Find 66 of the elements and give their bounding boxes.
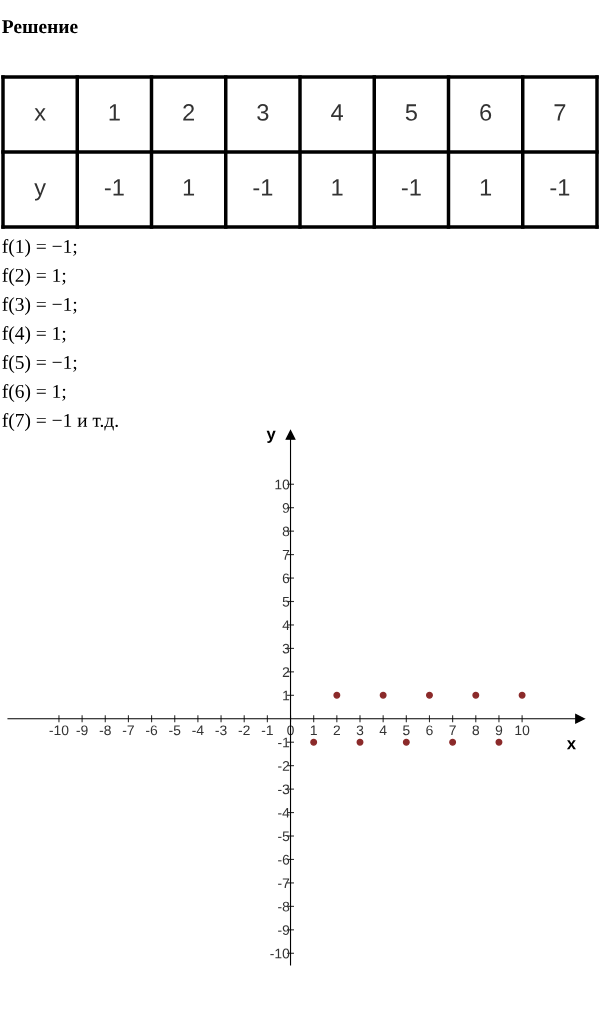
- y-tick-label: 1: [283, 690, 290, 701]
- y-tick-label: 8: [282, 526, 290, 537]
- text: f(7) = −1 и т.д.: [2, 413, 118, 431]
- text: 3: [257, 104, 269, 121]
- text: f(5) = −1;: [2, 355, 77, 373]
- x-tick-label: 6: [426, 725, 433, 736]
- text: 7: [554, 104, 566, 121]
- text: y: [34, 183, 46, 201]
- text: f(6) = 1;: [2, 384, 66, 402]
- y-tick-label: -8: [278, 901, 290, 912]
- y-axis-title: y: [266, 430, 276, 443]
- text: -1: [253, 179, 273, 196]
- x-tick-label: 5: [403, 725, 410, 736]
- x-tick-label: -4: [192, 725, 204, 736]
- y-tick-label: -1: [278, 737, 290, 748]
- text: 5: [405, 104, 417, 121]
- x-tick-label: -8: [99, 725, 111, 736]
- x-tick-label: 9: [495, 725, 503, 736]
- text: 1: [480, 179, 492, 196]
- chart-title: Решение: [2, 20, 78, 34]
- y-tick-label: 5: [282, 596, 290, 607]
- x-tick-label: -2: [238, 725, 250, 736]
- text: 1: [332, 179, 343, 196]
- y-tick-label: -9: [278, 925, 290, 935]
- text: 1: [109, 104, 120, 121]
- x-tick-label: -6: [146, 725, 158, 736]
- text: f(4) = 1;: [2, 326, 66, 344]
- x-tick-label: 3: [356, 725, 364, 736]
- y-tick-label: 6: [282, 573, 290, 584]
- text: f(1) = −1;: [2, 239, 77, 257]
- text: 4: [331, 104, 343, 121]
- y-tick-label: -2: [278, 761, 290, 771]
- text: x: [34, 108, 46, 121]
- text: -1: [104, 179, 124, 196]
- x-tick-label: 2: [333, 725, 341, 736]
- y-tick-label: 3: [282, 643, 290, 654]
- y-tick-label: 10: [275, 479, 290, 490]
- x-tick-label: -3: [215, 725, 227, 736]
- text: f(3) = −1;: [2, 297, 77, 315]
- y-tick-label: -10: [270, 948, 290, 959]
- x-tick-label: 1: [310, 725, 317, 736]
- x-tick-label: -5: [169, 725, 181, 736]
- x-tick-label: 8: [472, 725, 480, 736]
- text: 2: [183, 104, 195, 121]
- x-tick-label: 4: [379, 725, 387, 736]
- text: -1: [550, 179, 570, 196]
- y-tick-label: 7: [282, 550, 290, 560]
- y-tick-label: 4: [282, 620, 290, 630]
- x-tick-label: -1: [261, 725, 273, 736]
- x-tick-label: 10: [515, 725, 530, 736]
- text: 6: [480, 104, 492, 121]
- y-tick-label: -3: [278, 784, 290, 795]
- y-tick-label: -7: [278, 878, 290, 888]
- x-tick-label: -7: [122, 725, 134, 736]
- text: -1: [401, 179, 421, 196]
- text: 1: [183, 179, 195, 196]
- x-tick-label: 7: [449, 725, 456, 736]
- y-tick-label: 9: [282, 503, 290, 513]
- y-tick-label: -5: [278, 831, 290, 842]
- y-tick-label: -6: [278, 854, 290, 865]
- text: f(2) = 1;: [2, 268, 66, 286]
- x-axis-title: x: [566, 740, 576, 750]
- x-tick-label: -10: [49, 725, 69, 736]
- y-tick-label: -4: [278, 808, 290, 818]
- x-tick-label: -9: [76, 725, 88, 736]
- y-tick-label: 2: [282, 667, 290, 677]
